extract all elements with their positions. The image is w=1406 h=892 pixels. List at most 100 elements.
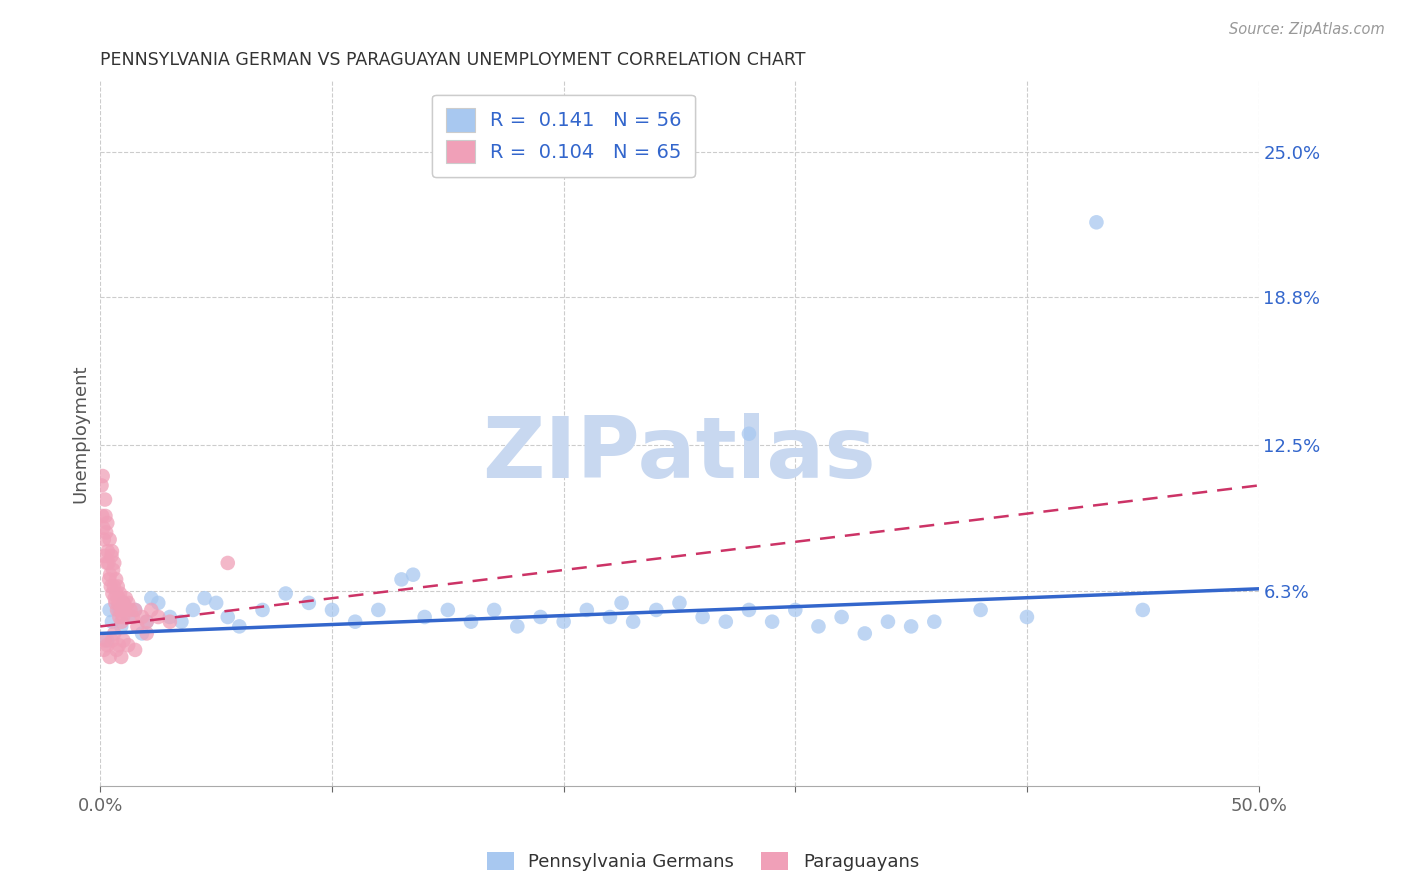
Point (93, 643, 115, 657)
Point (205, 596, 228, 610)
Point (482, 603, 505, 617)
Point (114, 603, 136, 617)
Point (460, 615, 482, 629)
Point (321, 603, 343, 617)
Point (668, 596, 690, 610)
Text: ZIPatlas: ZIPatlas (482, 413, 876, 496)
Point (110, 603, 132, 617)
Point (107, 596, 129, 610)
Point (692, 610, 714, 624)
Point (228, 619, 250, 633)
Point (98, 603, 121, 617)
Point (111, 615, 134, 629)
Point (402, 567, 425, 582)
Point (94, 525, 117, 540)
Point (91, 508, 114, 523)
Point (853, 626, 876, 640)
Point (101, 633, 124, 648)
Point (97, 556, 120, 570)
Point (97, 544, 120, 558)
Y-axis label: Unemployment: Unemployment (72, 365, 89, 503)
Point (120, 603, 142, 617)
Point (98, 649, 121, 664)
Point (114, 591, 136, 606)
Point (135, 615, 157, 629)
Point (101, 615, 124, 629)
Point (610, 596, 633, 610)
Point (108, 638, 131, 652)
Point (91, 469, 114, 483)
Point (96, 633, 118, 648)
Point (103, 556, 125, 570)
Text: Source: ZipAtlas.com: Source: ZipAtlas.com (1229, 22, 1385, 37)
Point (135, 626, 157, 640)
Point (101, 563, 124, 577)
Point (761, 615, 783, 629)
Point (738, 426, 761, 441)
Point (900, 619, 922, 633)
Point (148, 610, 170, 624)
Point (529, 610, 551, 624)
Point (131, 610, 153, 624)
Point (96, 516, 118, 530)
Point (93, 533, 115, 547)
Point (104, 591, 127, 606)
Point (807, 619, 830, 633)
Point (437, 603, 460, 617)
Point (877, 615, 900, 629)
Point (738, 603, 761, 617)
Point (105, 573, 128, 587)
Point (391, 573, 413, 587)
Point (298, 596, 321, 610)
Point (135, 615, 157, 629)
Point (553, 615, 575, 629)
Point (181, 603, 204, 617)
Point (252, 603, 274, 617)
Point (105, 586, 128, 600)
Point (112, 633, 135, 648)
Point (104, 596, 127, 610)
Point (148, 596, 170, 610)
Legend: R =  0.141   N = 56, R =  0.104   N = 65: R = 0.141 N = 56, R = 0.104 N = 65 (432, 95, 696, 177)
Point (98, 533, 121, 547)
Point (112, 610, 135, 624)
Point (506, 619, 529, 633)
Point (217, 610, 239, 624)
Point (367, 603, 389, 617)
Point (94, 633, 117, 648)
Point (108, 603, 131, 617)
Point (105, 643, 128, 657)
Point (217, 556, 239, 570)
Point (159, 615, 181, 629)
Point (194, 591, 217, 606)
Point (108, 586, 131, 600)
Point (922, 615, 945, 629)
Point (100, 549, 122, 563)
Point (96, 556, 118, 570)
Point (108, 591, 131, 606)
Point (785, 603, 807, 617)
Point (124, 643, 146, 657)
Point (98, 567, 121, 582)
Point (413, 610, 436, 624)
Point (141, 591, 163, 606)
Point (131, 626, 153, 640)
Point (274, 586, 297, 600)
Point (141, 603, 163, 617)
Point (121, 610, 143, 624)
Point (110, 596, 132, 610)
Point (969, 603, 991, 617)
Point (124, 603, 146, 617)
Point (127, 619, 149, 633)
Point (103, 626, 125, 640)
Point (112, 596, 135, 610)
Point (112, 596, 135, 610)
Point (117, 610, 139, 624)
Point (124, 603, 146, 617)
Point (107, 579, 129, 593)
Point (714, 615, 737, 629)
Point (111, 603, 134, 617)
Point (93, 549, 115, 563)
Point (101, 544, 124, 558)
Point (94, 508, 117, 523)
